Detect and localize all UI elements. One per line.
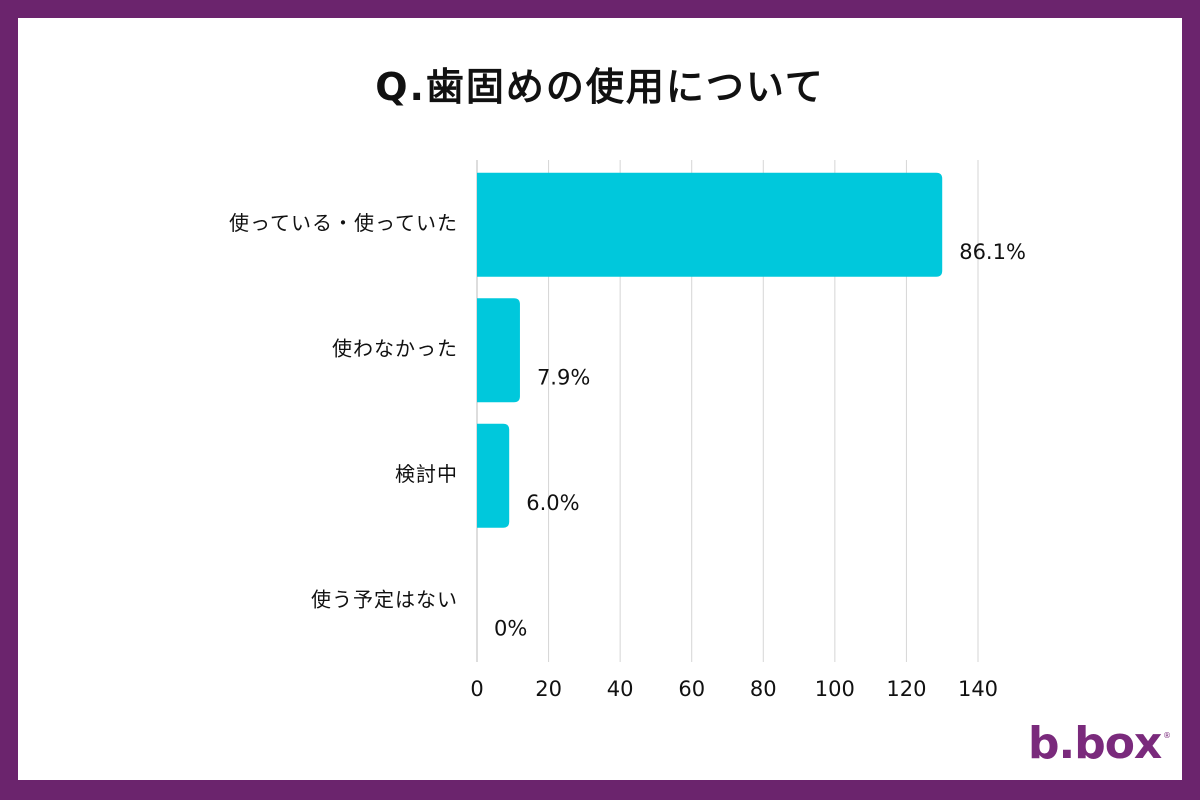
category-label: 使っている・使っていた [229, 211, 458, 235]
x-tick-label: 40 [607, 677, 634, 701]
brand-logo: b.box [1028, 718, 1162, 769]
category-label: 使わなかった [332, 336, 458, 360]
x-tick-label: 0 [470, 677, 483, 701]
data-label: 86.1% [959, 240, 1026, 264]
data-label: 6.0% [526, 491, 579, 515]
page-title: Q.歯固めの使用について [375, 65, 825, 109]
x-tick-label: 20 [535, 677, 562, 701]
bar [477, 298, 520, 403]
data-label: 0% [494, 616, 527, 640]
x-tick-label: 100 [815, 677, 855, 701]
bar [477, 423, 510, 528]
data-label: 7.9% [537, 365, 590, 389]
category-label: 使う予定はない [311, 587, 458, 611]
x-tick-label: 60 [678, 677, 705, 701]
bar [477, 172, 943, 277]
x-tick-label: 120 [886, 677, 926, 701]
brand-logo-registered-mark: ® [1163, 731, 1171, 740]
x-tick-label: 80 [750, 677, 777, 701]
chart-card [18, 18, 1182, 780]
category-label: 検討中 [395, 462, 458, 486]
x-tick-label: 140 [958, 677, 998, 701]
